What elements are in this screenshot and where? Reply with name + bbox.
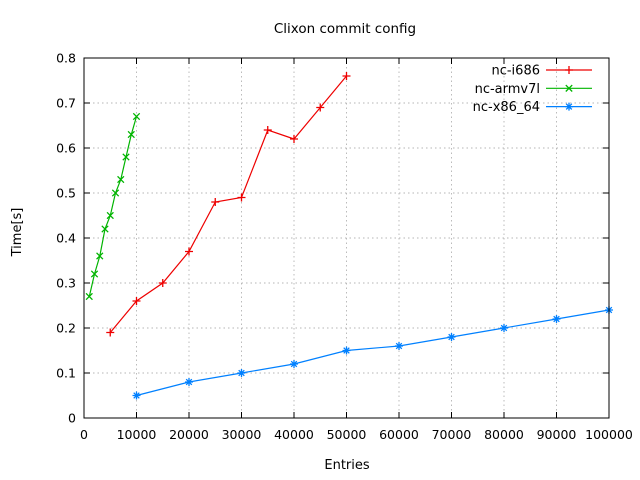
x-tick-label: 60000 — [379, 427, 419, 442]
y-tick-label: 0 — [68, 411, 76, 426]
chart-title: Clixon commit config — [274, 21, 416, 37]
y-tick-label: 0.2 — [56, 321, 76, 336]
x-tick-label: 80000 — [484, 427, 524, 442]
y-axis-label: Time[s] — [10, 208, 25, 258]
series-line — [136, 309, 610, 397]
y-tick-label: 0.7 — [56, 96, 76, 111]
data-point-marker — [263, 126, 272, 134]
data-point-marker — [447, 333, 456, 341]
data-point-marker — [132, 297, 141, 305]
series-line — [109, 75, 347, 333]
y-tick-label: 0.3 — [56, 276, 76, 291]
x-tick-label: 90000 — [537, 427, 577, 442]
data-point-marker — [132, 391, 141, 400]
legend-item-nc-armv7l: nc-armv7l — [475, 82, 592, 97]
data-point-marker — [106, 328, 115, 337]
legend-label: nc-x86_64 — [473, 100, 540, 115]
y-tick-label: 0.1 — [56, 366, 76, 381]
data-point-marker — [552, 315, 561, 323]
y-tick-label: 0.4 — [56, 231, 76, 246]
data-point-marker — [106, 211, 114, 220]
data-point-marker — [117, 175, 125, 184]
y-tick-label: 0.5 — [56, 186, 76, 201]
x-tick-label: 50000 — [327, 427, 367, 442]
data-point-marker — [111, 189, 120, 197]
axis-layer: 0 10000 20000 30000 40000 50000 60000 70000 8000… — [56, 51, 633, 443]
data-point-marker — [290, 135, 298, 143]
data-point-marker — [122, 153, 130, 161]
x-tick-label: 20000 — [169, 427, 209, 442]
data-point-marker — [101, 225, 109, 233]
data-point-marker — [90, 270, 99, 278]
data-point-marker — [132, 112, 141, 121]
legend-marker — [565, 66, 573, 74]
data-point-marker — [127, 130, 135, 139]
data-point-marker — [500, 324, 508, 332]
series-nc-armv7l — [85, 112, 141, 301]
data-point-marker — [211, 198, 220, 206]
series-line — [88, 116, 138, 297]
series-nc-i686 — [106, 72, 351, 337]
data-point-marker — [185, 247, 193, 256]
legend-item-nc-x86_64: nc-x86_64 — [473, 100, 592, 115]
data-point-marker — [237, 193, 246, 202]
data-point-marker — [290, 360, 298, 368]
x-axis-label: Entries — [324, 458, 370, 473]
data-point-marker — [158, 279, 167, 287]
x-tick-label: 100000 — [585, 427, 633, 442]
x-tick-label: 30000 — [222, 427, 262, 442]
legend: nc-i686 nc-armv7l nc-x86_64 — [473, 64, 592, 115]
x-tick-label: 0 — [80, 427, 88, 442]
x-tick-label: 70000 — [432, 427, 472, 442]
data-point-marker — [395, 342, 403, 350]
legend-marker — [565, 102, 573, 111]
data-point-marker — [342, 72, 351, 80]
data-point-marker — [316, 103, 325, 112]
legend-item-nc-i686: nc-i686 — [491, 64, 592, 79]
legend-marker — [565, 84, 573, 92]
data-point-marker — [237, 369, 246, 377]
data-point-marker — [185, 378, 193, 386]
y-tick-label: 0.8 — [56, 51, 76, 66]
data-point-marker — [85, 292, 93, 301]
legend-label: nc-armv7l — [475, 82, 540, 97]
data-point-marker — [96, 252, 104, 260]
x-tick-label: 10000 — [117, 427, 157, 442]
legend-label: nc-i686 — [491, 64, 540, 79]
x-tick-label: 40000 — [274, 427, 314, 442]
series-nc-x86_64 — [132, 306, 613, 400]
y-tick-label: 0.6 — [56, 141, 76, 156]
data-point-marker — [342, 346, 351, 355]
series-layer — [85, 72, 613, 400]
